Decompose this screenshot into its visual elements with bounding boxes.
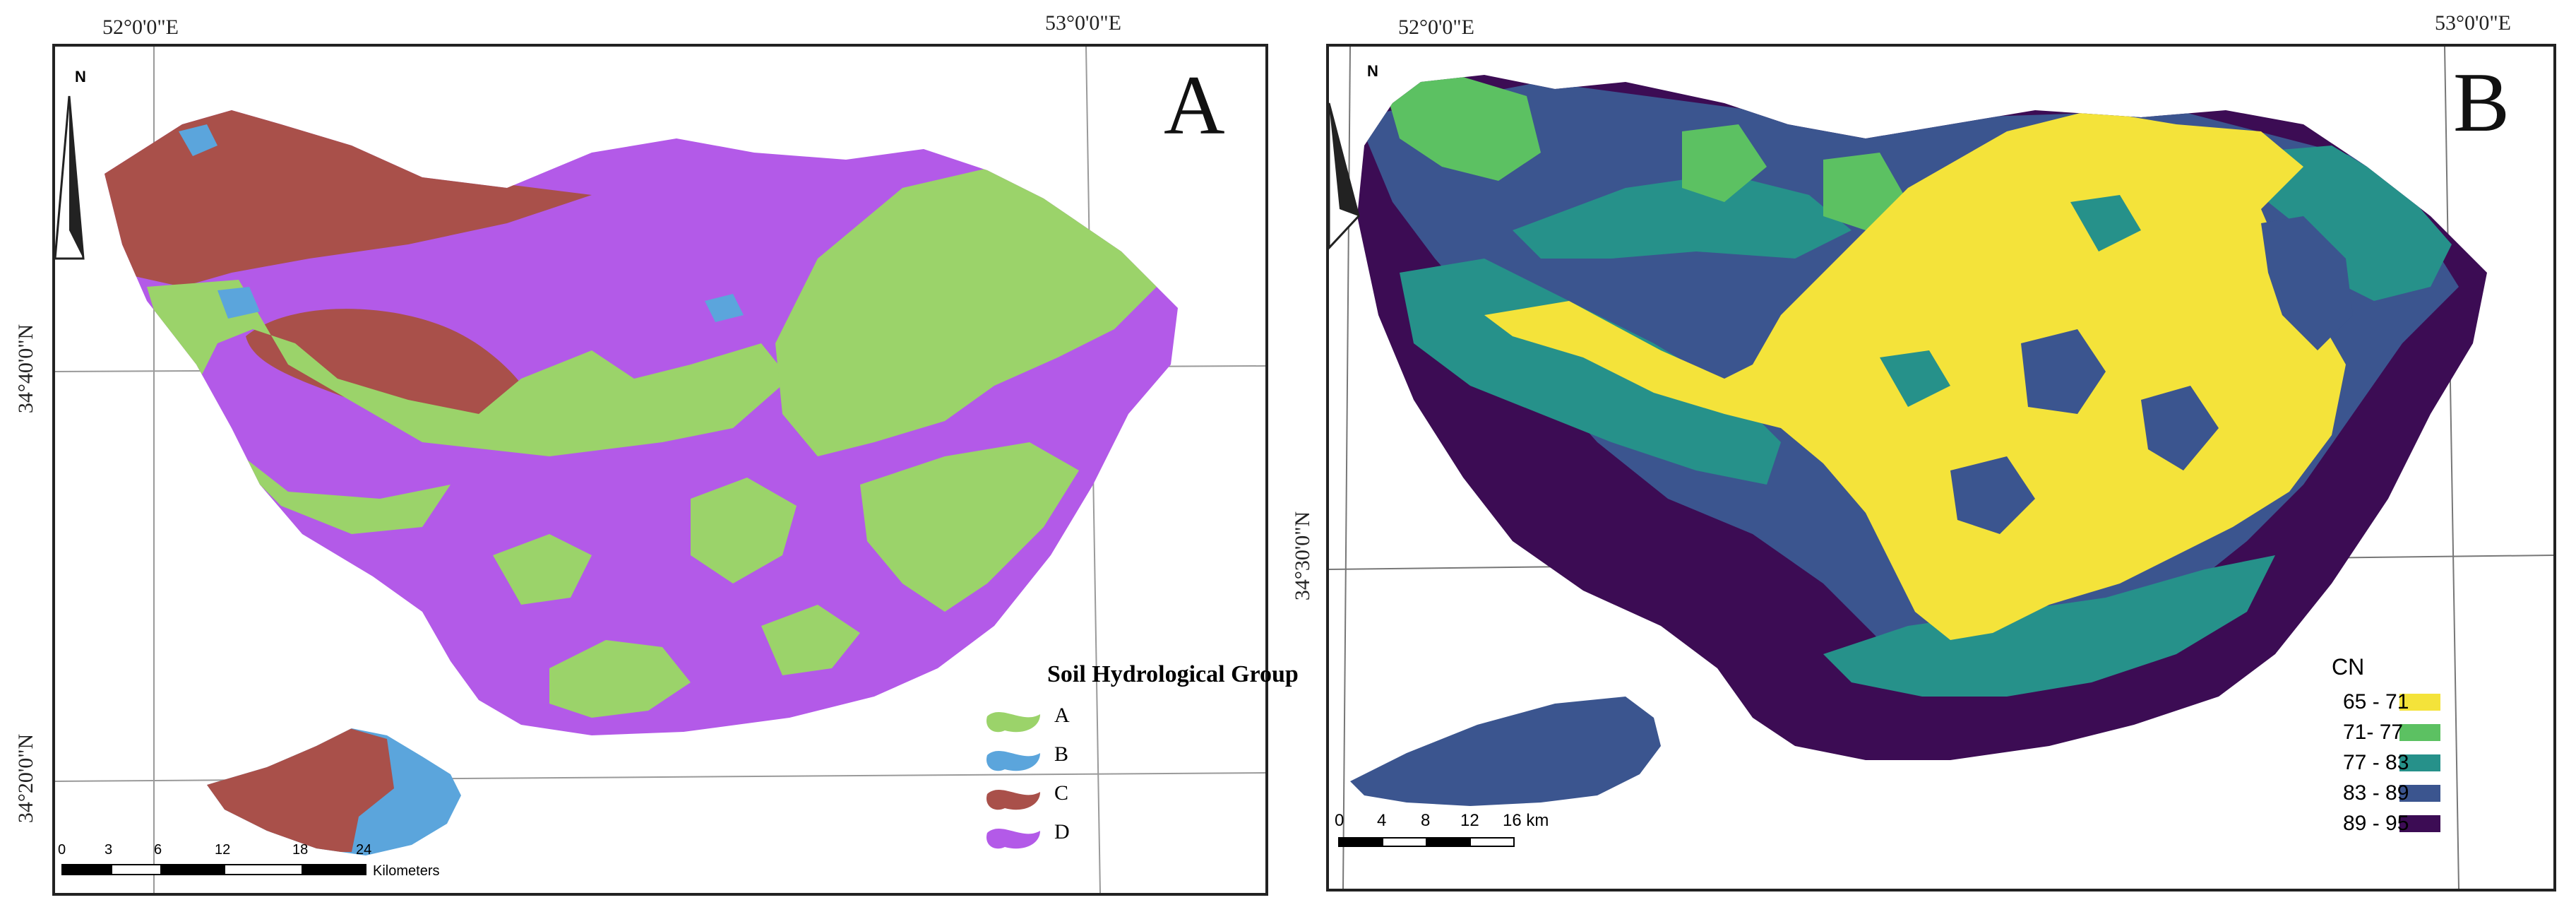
- cn-class-83-89-area: [2261, 216, 2353, 350]
- legend-title: Soil Hydrological Group: [1047, 661, 1299, 687]
- legend-label-a: A: [1054, 704, 1070, 727]
- scale-unit: Kilometers: [373, 863, 440, 879]
- cn-polygons-south: [1350, 697, 1661, 806]
- scale-tick-6: 6: [154, 842, 162, 858]
- scale-tick-24: 24: [356, 842, 372, 858]
- legend-title: CN: [2332, 654, 2365, 680]
- lon-label-52: 52°0'0"E: [1398, 16, 1474, 39]
- soil-polygons-south: [207, 728, 461, 855]
- lon-label-53: 53°0'0"E: [2435, 11, 2511, 35]
- legend-swatch-a: [986, 712, 1040, 733]
- soil-group-a-area: [691, 478, 797, 584]
- legend-swatch-77-83: [2399, 754, 2440, 771]
- legend-label-71-77: 71- 77: [2343, 721, 2404, 744]
- legend-label-c: C: [1054, 781, 1069, 805]
- soil-polygons-main: [105, 110, 1178, 735]
- north-label: N: [75, 68, 86, 85]
- soil-group-a-area: [860, 442, 1079, 612]
- soil-group-b-area: [179, 124, 217, 156]
- legend-swatch-d: [986, 829, 1040, 849]
- cn-class-71-77-area: [1385, 75, 1541, 181]
- scale-tick-12: 12: [1460, 811, 1479, 830]
- legend-swatch-65-71: [2399, 694, 2440, 711]
- lon-label-53: 53°0'0"E: [1045, 11, 1121, 35]
- scale-tick-3: 3: [105, 842, 113, 858]
- lon-label-52: 52°0'0"E: [102, 16, 179, 39]
- scale-tick-12: 12: [215, 842, 231, 858]
- legend-label-89-95: 89 - 95: [2343, 812, 2409, 835]
- soil-group-a-area: [147, 280, 789, 534]
- scale-bar-b: [1338, 837, 1515, 847]
- soil-group-c-area: [207, 728, 394, 852]
- legend-swatch-b: [986, 751, 1040, 771]
- north-arrow-icon: [55, 95, 85, 260]
- legend-swatch-c: [986, 790, 1040, 810]
- map-panel-b: B N CN 65 - 71 71- 77 77 - 83 83 - 89 89…: [1326, 44, 2556, 892]
- lat-label-34-40: 34°40'0"N: [14, 324, 37, 414]
- scale-bar-a: [61, 864, 366, 875]
- cn-class-77-83-area: [1823, 555, 2275, 697]
- cn-class-83-89-area: [2141, 386, 2219, 470]
- cn-class-77-83-area: [2247, 146, 2452, 301]
- panel-letter: B: [2453, 55, 2510, 149]
- soil-map-a: [55, 47, 1265, 893]
- map-panel-a: A N Soil Hydrological Group A B C D 0 3 …: [52, 44, 1299, 896]
- panel-letter: A: [1164, 58, 1225, 152]
- legend-symbols-a: [986, 712, 1040, 849]
- legend-label-65-71: 65 - 71: [2343, 690, 2409, 713]
- legend-swatch-83-89: [2399, 785, 2440, 802]
- cn-map-b: [1329, 47, 2553, 889]
- scale-tick-18: 18: [292, 842, 309, 858]
- soil-group-a-area: [775, 167, 1157, 456]
- scale-tick-8: 8: [1421, 811, 1431, 830]
- cn-class-83-89-area: [2021, 329, 2106, 414]
- legend-label-83-89: 83 - 89: [2343, 781, 2409, 805]
- north-arrow-icon: [1329, 102, 1360, 250]
- scale-tick-0: 0: [58, 842, 66, 858]
- legend-label-b: B: [1054, 742, 1069, 766]
- lat-label-34-30: 34°30'0"N: [1291, 511, 1314, 601]
- legend-swatches-b: [2399, 694, 2440, 832]
- soil-group-b-area: [705, 294, 744, 322]
- legend-label-d: D: [1054, 820, 1070, 843]
- soil-group-a-area: [761, 605, 860, 675]
- soil-group-a-area: [549, 640, 691, 718]
- legend-swatch-71-77: [2399, 724, 2440, 741]
- lat-label-34-20: 34°20'0"N: [14, 733, 37, 824]
- legend-swatch-89-95: [2399, 815, 2440, 832]
- north-label: N: [1367, 62, 1378, 80]
- scale-tick-0: 0: [1335, 811, 1344, 830]
- soil-group-b-area: [196, 513, 309, 633]
- cn-class-77-83-area: [1513, 174, 1852, 259]
- cn-class-77-83-area: [2070, 195, 2141, 251]
- cn-class-83-89-area: [1950, 456, 2035, 534]
- soil-group-a-area: [493, 534, 592, 605]
- cn-class-77-83-area: [1880, 350, 1950, 407]
- cn-class-83-89-area: [1350, 697, 1661, 806]
- legend-label-77-83: 77 - 83: [2343, 751, 2409, 774]
- scale-tick-4: 4: [1377, 811, 1387, 830]
- scale-tick-16-km: 16 km: [1503, 811, 1549, 830]
- cn-class-71-77-area: [1682, 124, 1767, 202]
- soil-group-c-area: [105, 110, 592, 287]
- soil-group-b-area: [217, 287, 260, 319]
